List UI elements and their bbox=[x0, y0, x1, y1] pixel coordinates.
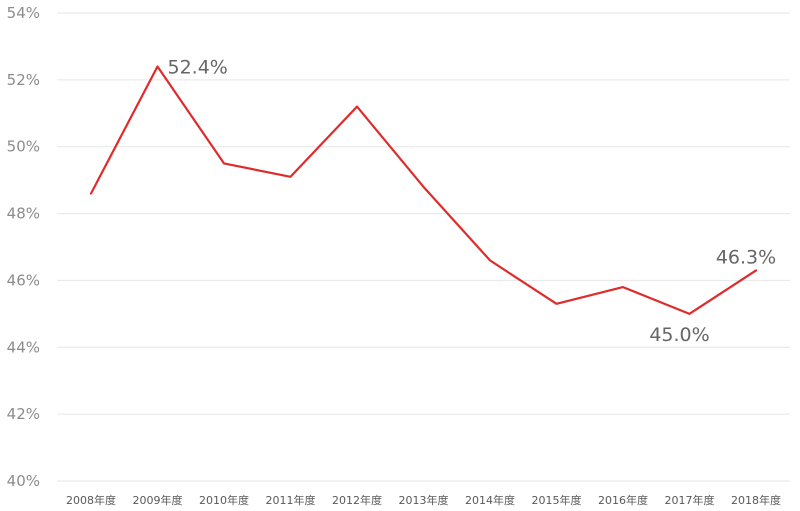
x-tick-label: 2012年度 bbox=[332, 493, 382, 507]
x-tick-label: 2016年度 bbox=[598, 493, 648, 507]
y-tick-label: 48% bbox=[7, 205, 40, 223]
y-tick-label: 42% bbox=[7, 405, 40, 423]
series-line bbox=[89, 65, 758, 315]
x-tick-label: 2014年度 bbox=[465, 493, 515, 507]
y-axis: 40% 42% 44% 46% 48% 50% 52% 54% bbox=[7, 4, 40, 490]
y-tick-label: 44% bbox=[7, 338, 40, 356]
gridlines bbox=[57, 12, 790, 482]
y-tick-label: 52% bbox=[7, 71, 40, 89]
y-tick-label: 54% bbox=[7, 4, 40, 22]
x-axis: 2008年度 2009年度 2010年度 2011年度 2012年度 2013年度 2014… bbox=[66, 493, 781, 507]
y-tick-label: 50% bbox=[7, 138, 40, 156]
data-label: 52.4% bbox=[168, 56, 228, 78]
data-labels: 52.4% 45.0% 46.3% bbox=[168, 56, 777, 345]
x-tick-label: 2015年度 bbox=[532, 493, 582, 507]
y-tick-label: 40% bbox=[7, 472, 40, 490]
x-tick-label: 2008年度 bbox=[66, 493, 116, 507]
y-tick-label: 46% bbox=[7, 271, 40, 289]
data-label: 46.3% bbox=[716, 246, 776, 268]
x-tick-label: 2013年度 bbox=[399, 493, 449, 507]
x-tick-label: 2011年度 bbox=[266, 493, 316, 507]
x-tick-label: 2018年度 bbox=[731, 493, 781, 507]
series-group bbox=[89, 65, 758, 315]
x-tick-label: 2009年度 bbox=[133, 493, 183, 507]
data-label: 45.0% bbox=[649, 324, 709, 346]
x-tick-label: 2010年度 bbox=[199, 493, 249, 507]
x-tick-label: 2017年度 bbox=[665, 493, 715, 507]
